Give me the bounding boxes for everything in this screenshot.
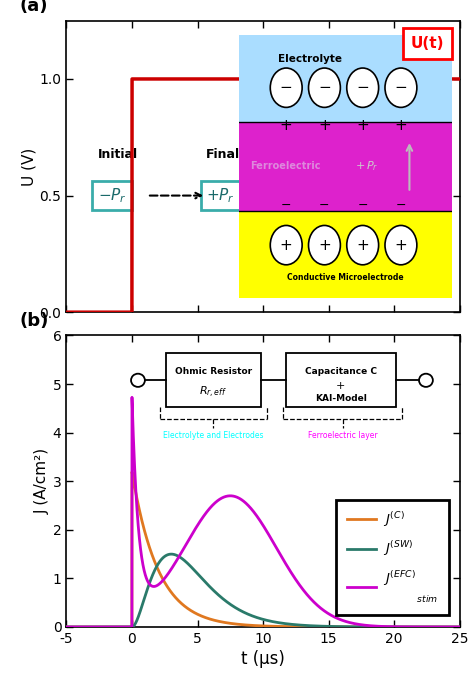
Y-axis label: J (A/cm²): J (A/cm²) [35,448,50,514]
Text: (b): (b) [19,311,48,329]
Text: Initial: Initial [98,147,138,161]
Legend: $J^{(C)}$, $J^{(SW)}$, $J^{(EFC)}$
        $_{stim}$: $J^{(C)}$, $J^{(SW)}$, $J^{(EFC)}$ $_{st… [336,500,449,615]
Y-axis label: U (V): U (V) [22,147,36,185]
X-axis label: t (μs): t (μs) [241,650,285,668]
Text: (a): (a) [19,0,48,15]
Text: Final: Final [206,147,240,161]
Legend: U(t): U(t) [403,28,452,59]
Text: $+P_r$: $+P_r$ [206,186,235,205]
Text: $-P_r$: $-P_r$ [98,186,127,205]
